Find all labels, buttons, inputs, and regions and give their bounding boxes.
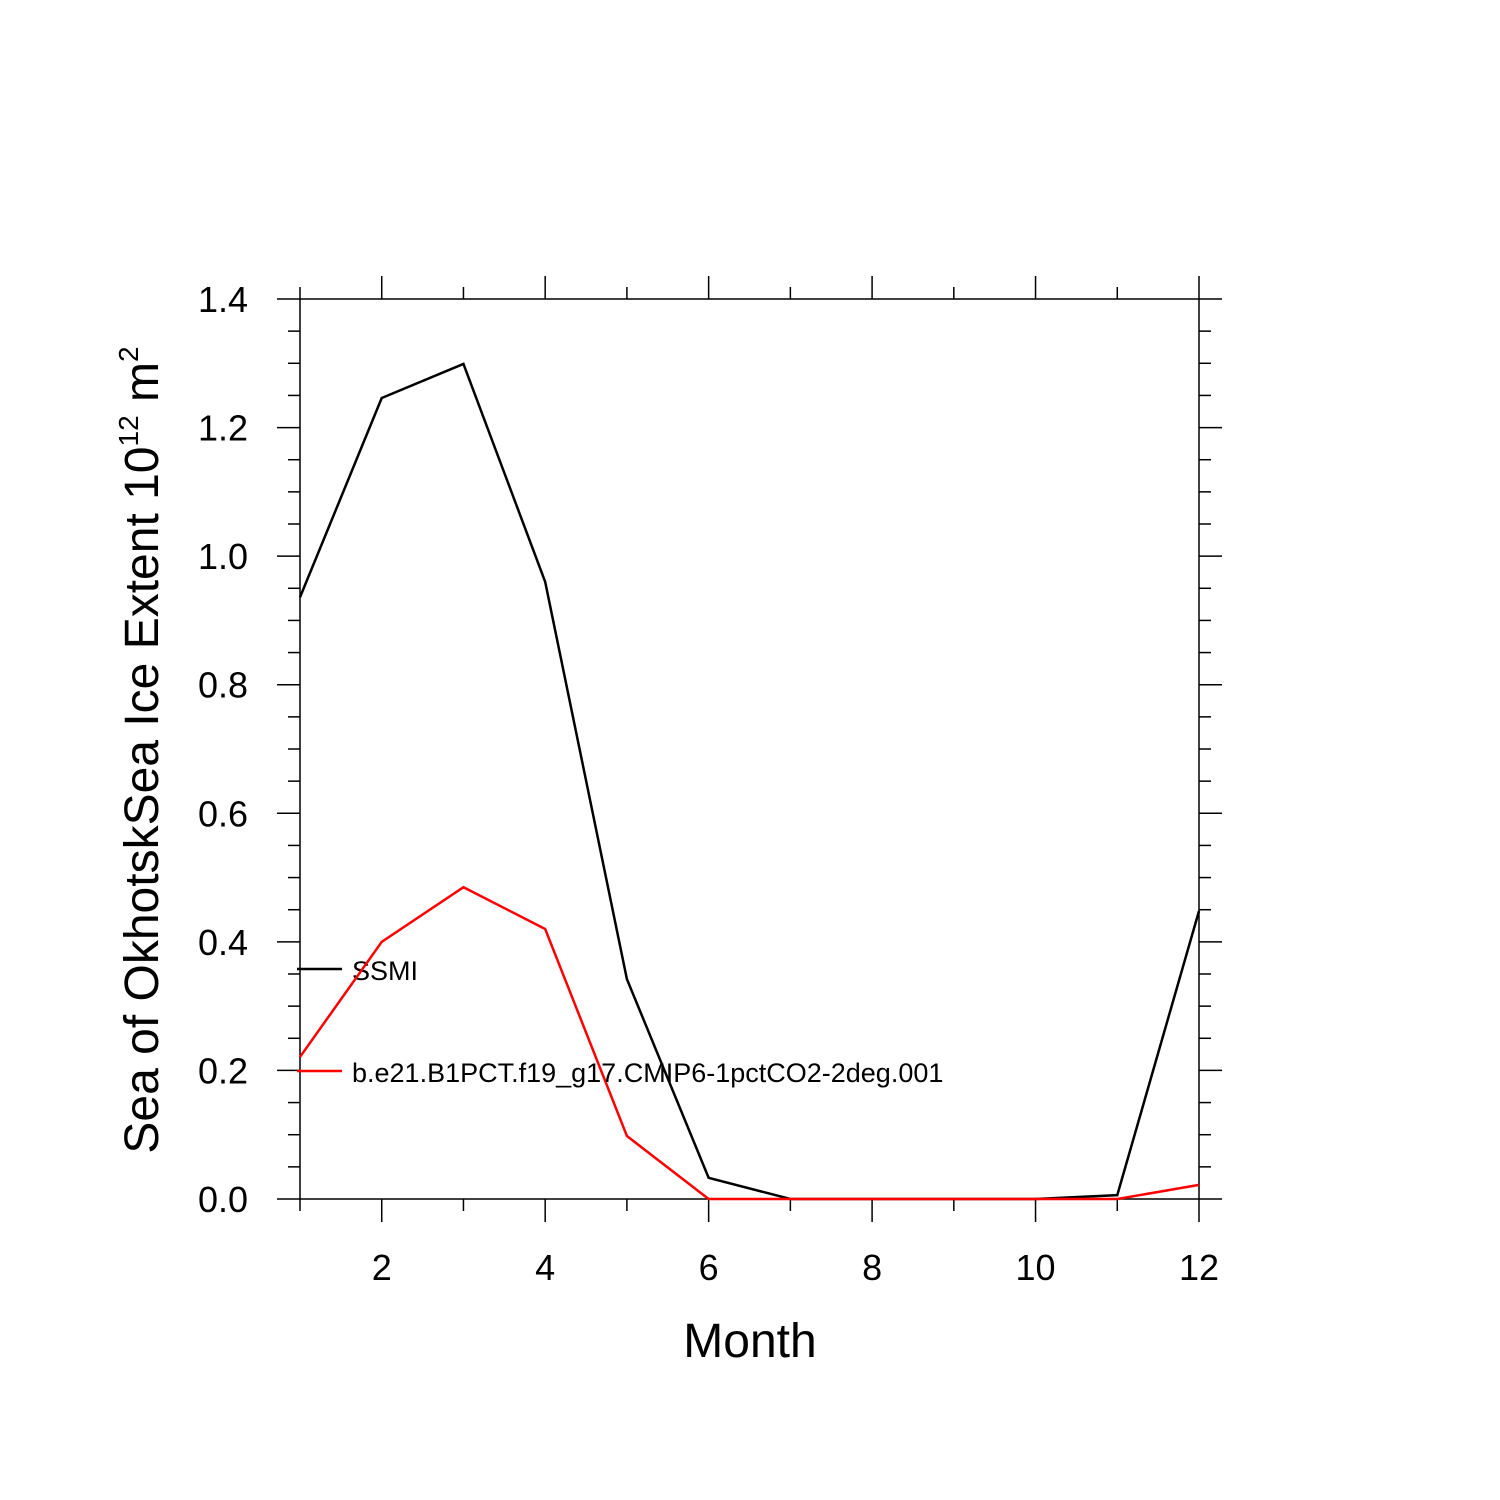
x-axis-label: Month (683, 1315, 816, 1368)
y-tick-label: 1.2 (198, 408, 248, 449)
x-tick-label: 8 (862, 1247, 882, 1288)
legend-label: b.e21.B1PCT.f19_g17.CMIP6-1pctCO2-2deg.0… (352, 1058, 943, 1088)
series-line (298, 885, 1200, 1201)
x-tick-label: 4 (535, 1247, 555, 1288)
legend-label: SSMI (352, 956, 418, 986)
y-tick-label: 0.6 (198, 793, 248, 834)
y-tick-label: 0.8 (198, 665, 248, 706)
y-tick-label: 0.4 (198, 922, 248, 963)
x-tick-label: 12 (1179, 1247, 1219, 1288)
y-tick-label: 0.2 (198, 1050, 248, 1091)
y-label-text: Sea of OkhotskSea Ice Extent 10 (116, 446, 169, 1153)
y-tick-label: 0.0 (198, 1179, 248, 1220)
y-label-unit: m (116, 362, 169, 415)
y-label-unit-exponent: 2 (113, 346, 144, 362)
x-tick-label: 2 (372, 1247, 392, 1288)
y-tick-label: 1.4 (198, 279, 248, 320)
y-tick-label: 1.0 (198, 536, 248, 577)
x-tick-label: 6 (699, 1247, 719, 1288)
y-axis-label: Sea of OkhotskSea Ice Extent 1012 m2 (113, 346, 169, 1153)
y-label-exponent: 12 (113, 415, 144, 446)
x-tick-label: 10 (1016, 1247, 1056, 1288)
